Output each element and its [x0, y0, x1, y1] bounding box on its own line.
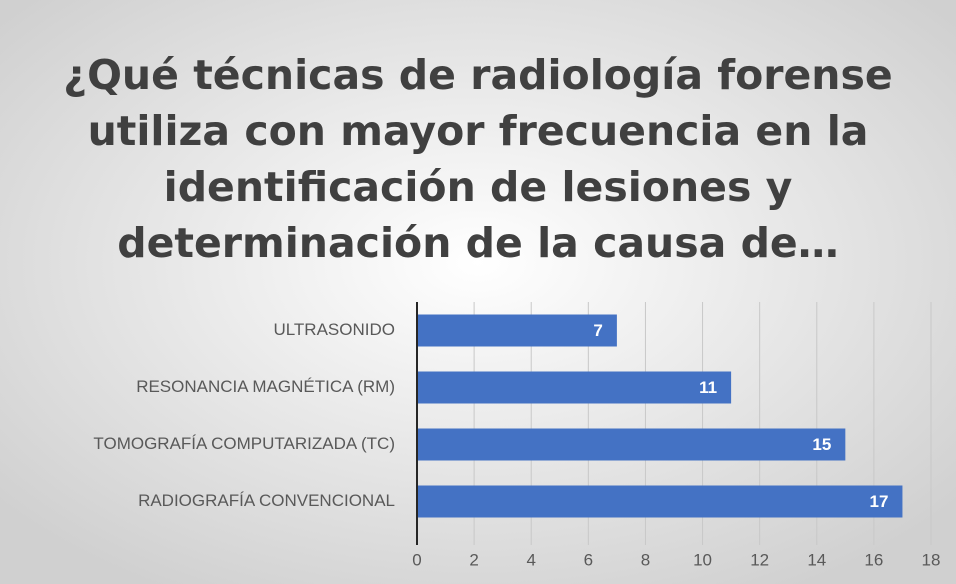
bar [417, 314, 617, 347]
x-tick-label: 6 [584, 550, 593, 569]
chart-title: utiliza con mayor frecuencia en la [88, 107, 869, 155]
y-tick-label: RESONANCIA MAGNÉTICA (RM) [136, 377, 395, 396]
x-tick-label: 16 [864, 550, 883, 569]
y-tick-label: RADIOGRAFÍA CONVENCIONAL [138, 491, 395, 510]
chart-title: ¿Qué técnicas de radiología forense [63, 51, 892, 99]
x-tick-label: 4 [526, 550, 535, 569]
bar [417, 371, 732, 404]
data-label: 7 [593, 321, 602, 340]
x-tick-label: 14 [807, 550, 826, 569]
x-tick-label: 2 [469, 550, 478, 569]
data-label: 11 [699, 378, 717, 397]
x-tick-label: 18 [922, 550, 941, 569]
chart-title: determinación de la causa de… [117, 219, 838, 267]
bar [417, 428, 846, 461]
chart-title: identificación de lesiones y [164, 163, 793, 211]
x-tick-label: 12 [750, 550, 769, 569]
data-label: 17 [870, 492, 889, 511]
x-tick-label: 0 [412, 550, 421, 569]
y-tick-label: ULTRASONIDO [273, 320, 395, 339]
x-tick-label: 10 [693, 550, 712, 569]
y-tick-label: TOMOGRAFÍA COMPUTARIZADA (TC) [93, 434, 395, 453]
data-label: 15 [812, 435, 831, 454]
bar [417, 485, 903, 518]
x-tick-label: 8 [641, 550, 650, 569]
